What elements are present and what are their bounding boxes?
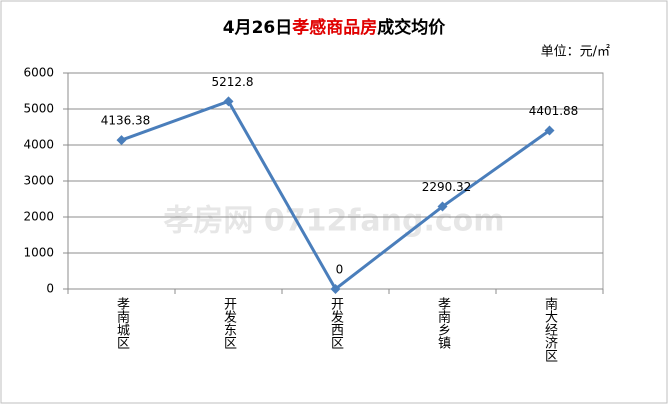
data-label: 5212.8 xyxy=(212,75,254,89)
x-tick-label: 开发西区 xyxy=(328,297,344,349)
data-label: 2290.32 xyxy=(422,180,472,194)
marker xyxy=(330,284,341,294)
data-label: 0 xyxy=(336,263,344,277)
x-tick-label: 南大经济区 xyxy=(542,296,558,362)
x-tick-label: 孝南城区 xyxy=(114,297,130,349)
marker xyxy=(437,201,448,212)
x-tick-label: 孝南乡镇 xyxy=(435,297,451,349)
y-tick-label: 2000 xyxy=(23,210,54,224)
chart-title: 4月26日孝感商品房成交均价 xyxy=(223,17,446,38)
title-part: 孝感商品房 xyxy=(292,17,377,38)
y-tick-label: 1000 xyxy=(23,246,54,260)
marker xyxy=(544,125,555,136)
y-tick-label: 4000 xyxy=(23,138,54,152)
marker xyxy=(223,96,234,107)
unit-label: 单位：元/㎡ xyxy=(541,45,610,60)
y-tick-label: 6000 xyxy=(23,66,54,80)
marker xyxy=(116,135,127,146)
title-part: 4月26日 xyxy=(223,18,293,38)
data-label: 4136.38 xyxy=(101,114,151,128)
x-tick-label: 开发东区 xyxy=(221,297,237,349)
y-tick-label: 0 xyxy=(46,282,54,296)
title-part: 成交均价 xyxy=(377,17,446,38)
watermark: 孝房网 0712fang.com xyxy=(163,204,504,239)
y-tick-label: 3000 xyxy=(23,174,54,188)
data-label: 4401.88 xyxy=(529,104,579,118)
y-tick-label: 5000 xyxy=(23,102,54,116)
